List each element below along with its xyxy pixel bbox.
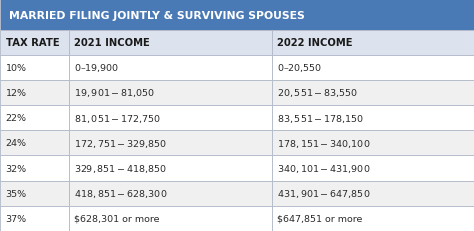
Text: $647,851 or more: $647,851 or more <box>277 214 363 223</box>
Text: $83,551 - $178,150: $83,551 - $178,150 <box>277 112 365 124</box>
Bar <box>0 55 69 81</box>
Text: 2021 INCOME: 2021 INCOME <box>74 38 150 48</box>
Text: $172,751 - $329,850: $172,751 - $329,850 <box>74 137 168 149</box>
Bar <box>272 206 474 231</box>
Bar <box>0 106 69 131</box>
Bar <box>272 31 474 55</box>
Bar <box>69 156 272 181</box>
Text: $329,851 - $418,850: $329,851 - $418,850 <box>74 162 168 174</box>
Bar <box>272 55 474 81</box>
Text: $431,901 - $647,850: $431,901 - $647,850 <box>277 187 371 199</box>
Text: 37%: 37% <box>6 214 27 223</box>
Bar <box>69 55 272 81</box>
Text: $19,901 - $81,050: $19,901 - $81,050 <box>74 87 156 99</box>
Bar <box>69 181 272 206</box>
Bar <box>272 106 474 131</box>
Bar <box>0 156 69 181</box>
Text: $0–$19,900: $0–$19,900 <box>74 62 120 74</box>
Bar <box>0 0 474 31</box>
Bar <box>272 181 474 206</box>
Bar <box>0 81 69 106</box>
Bar <box>0 31 69 55</box>
Text: 32%: 32% <box>6 164 27 173</box>
Text: 35%: 35% <box>6 189 27 198</box>
Bar <box>69 81 272 106</box>
Bar <box>69 131 272 156</box>
Text: 2022 INCOME: 2022 INCOME <box>277 38 353 48</box>
Bar <box>0 131 69 156</box>
Text: 10%: 10% <box>6 64 27 73</box>
Text: MARRIED FILING JOINTLY & SURVIVING SPOUSES: MARRIED FILING JOINTLY & SURVIVING SPOUS… <box>9 11 304 21</box>
Text: 12%: 12% <box>6 88 27 97</box>
Bar <box>0 206 69 231</box>
Text: $0–$20,550: $0–$20,550 <box>277 62 323 74</box>
Text: $418,851 - $628,300: $418,851 - $628,300 <box>74 187 168 199</box>
Bar <box>272 131 474 156</box>
Text: $178,151 - $340,100: $178,151 - $340,100 <box>277 137 371 149</box>
Text: $20,551 - $83,550: $20,551 - $83,550 <box>277 87 359 99</box>
Text: $340,101 - $431,900: $340,101 - $431,900 <box>277 162 371 174</box>
Text: TAX RATE: TAX RATE <box>6 38 59 48</box>
Bar <box>272 156 474 181</box>
Text: $628,301 or more: $628,301 or more <box>74 214 160 223</box>
Bar <box>0 181 69 206</box>
Text: 24%: 24% <box>6 139 27 148</box>
Bar <box>272 81 474 106</box>
Text: $81,051 - $172,750: $81,051 - $172,750 <box>74 112 162 124</box>
Text: 22%: 22% <box>6 114 27 123</box>
Bar <box>69 106 272 131</box>
Bar <box>69 31 272 55</box>
Bar <box>69 206 272 231</box>
